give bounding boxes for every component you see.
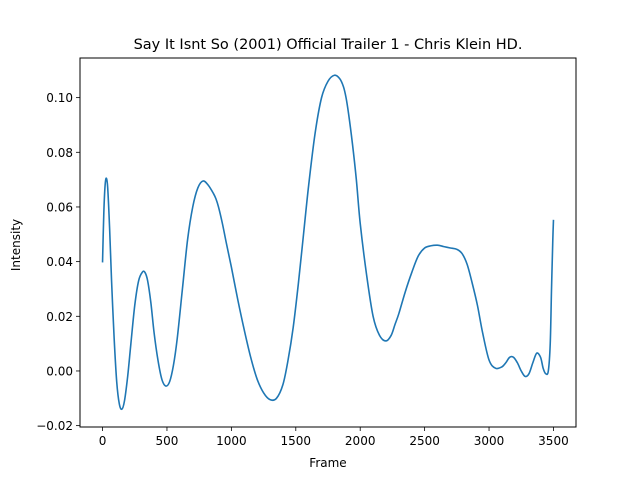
x-tick-label: 2000 [345, 434, 376, 448]
x-tick-label: 500 [156, 434, 179, 448]
y-axis: −0.02 0.00 0.02 0.04 0.06 0.08 0.10 [36, 91, 80, 433]
x-tick-label: 0 [99, 434, 107, 448]
x-tick-label: 2500 [409, 434, 440, 448]
y-axis-title: Intensity [9, 219, 23, 271]
intensity-series-line [101, 74, 555, 411]
y-tick-label: 0.02 [46, 310, 73, 324]
axes-frame [79, 57, 577, 428]
chart-title: Say It Isnt So (2001) Official Trailer 1… [134, 37, 523, 53]
plot-area [101, 74, 555, 411]
y-tick-label: 0.10 [46, 91, 73, 105]
y-tick-label: −0.02 [36, 419, 73, 433]
y-tick-label: 0.08 [46, 146, 73, 160]
x-axis-title: Frame [309, 456, 346, 470]
x-tick-label: 3000 [474, 434, 505, 448]
x-tick-label: 1000 [216, 434, 247, 448]
y-tick-label: 0.06 [46, 200, 73, 214]
x-axis: 0 500 1000 1500 2000 2500 3000 3500 [99, 427, 569, 448]
y-tick-label: 0.04 [46, 255, 73, 269]
x-tick-label: 3500 [538, 434, 569, 448]
x-tick-label: 1500 [281, 434, 312, 448]
y-tick-label: 0.00 [46, 364, 73, 378]
